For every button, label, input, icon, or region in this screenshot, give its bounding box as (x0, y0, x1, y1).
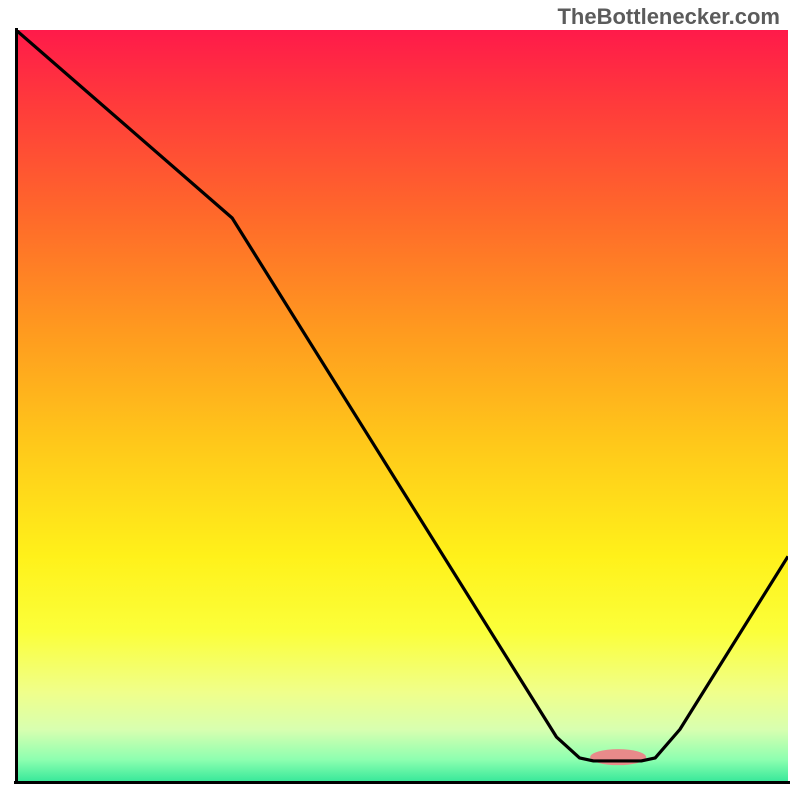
gradient-background (16, 30, 788, 782)
watermark-text: TheBottlenecker.com (557, 4, 780, 30)
y-axis-line (15, 28, 18, 784)
plot-area (16, 30, 788, 782)
x-axis-line (14, 781, 790, 784)
trough-marker (590, 749, 646, 765)
chart-container: TheBottlenecker.com (0, 0, 800, 800)
chart-svg (16, 30, 788, 782)
